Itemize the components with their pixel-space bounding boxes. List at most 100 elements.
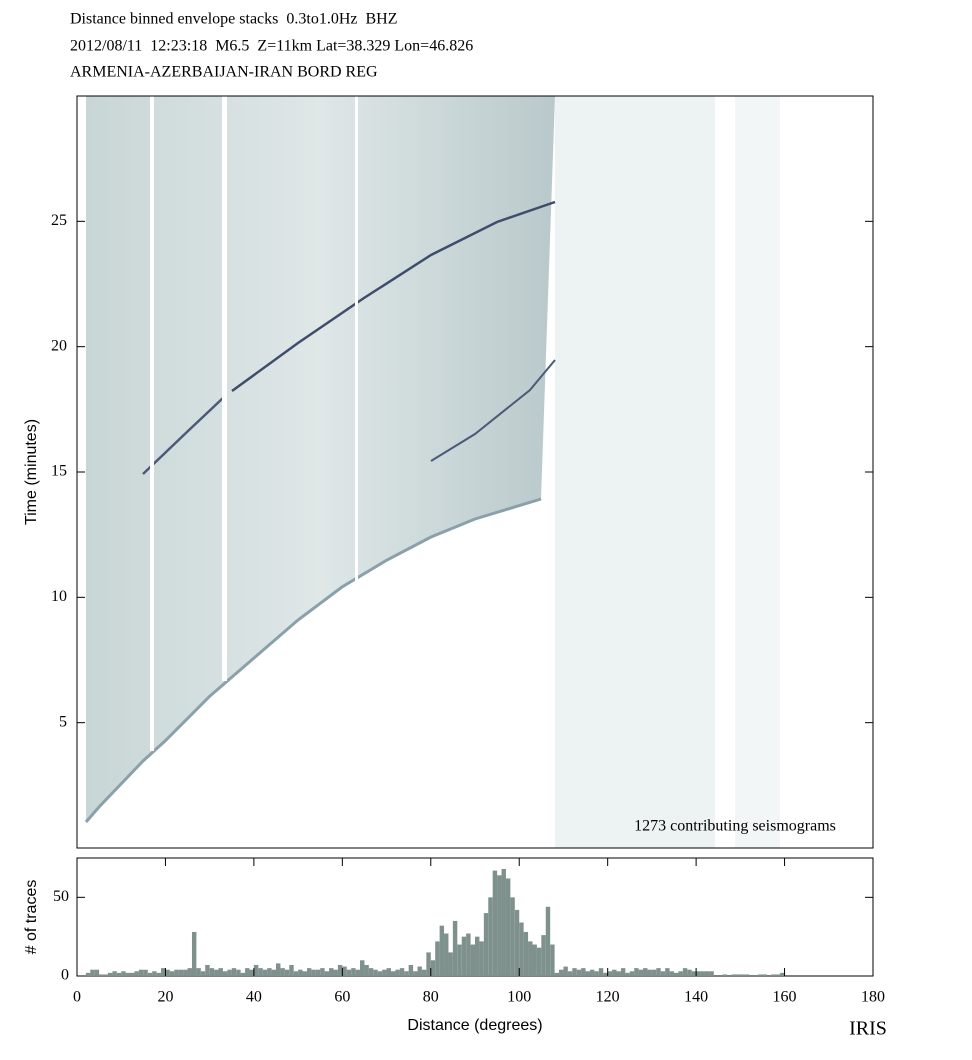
bar bbox=[351, 968, 356, 976]
bar bbox=[563, 966, 568, 976]
bar bbox=[532, 944, 537, 976]
bar bbox=[545, 906, 551, 976]
bar bbox=[138, 969, 144, 976]
bar bbox=[267, 968, 272, 976]
bar bbox=[625, 972, 630, 976]
bar bbox=[121, 971, 126, 976]
bar bbox=[452, 920, 458, 976]
bar bbox=[696, 971, 701, 976]
x-tick-label: 100 bbox=[507, 989, 531, 1006]
bar bbox=[656, 968, 661, 976]
bar bbox=[165, 969, 170, 976]
bar bbox=[271, 969, 276, 976]
bar bbox=[276, 963, 281, 976]
bar bbox=[306, 968, 312, 976]
bar bbox=[501, 869, 506, 976]
bar bbox=[762, 974, 767, 976]
bar bbox=[222, 971, 228, 976]
bar bbox=[103, 974, 108, 976]
bar bbox=[183, 969, 188, 976]
bar bbox=[329, 968, 334, 976]
bar bbox=[691, 971, 697, 976]
bar bbox=[408, 964, 414, 976]
bar bbox=[346, 969, 352, 976]
bar bbox=[342, 966, 347, 976]
bar bbox=[541, 935, 546, 976]
bar bbox=[337, 964, 343, 976]
bar bbox=[426, 952, 431, 976]
bar bbox=[448, 952, 453, 976]
bar bbox=[461, 936, 467, 976]
bar bbox=[218, 968, 223, 976]
bar bbox=[373, 969, 378, 976]
bar bbox=[488, 897, 493, 976]
bar bbox=[112, 971, 117, 976]
bar bbox=[740, 974, 745, 976]
bar bbox=[523, 931, 529, 976]
bar bbox=[421, 969, 427, 976]
bar bbox=[404, 971, 409, 976]
bar bbox=[209, 968, 215, 976]
bar bbox=[174, 969, 179, 976]
bar bbox=[298, 969, 303, 976]
bar bbox=[439, 925, 445, 976]
bar bbox=[364, 964, 369, 976]
bar bbox=[360, 960, 365, 976]
bar bbox=[169, 971, 175, 976]
bar bbox=[528, 941, 533, 976]
bar bbox=[682, 968, 688, 976]
bar bbox=[554, 972, 560, 976]
y-tick-label: 15 bbox=[51, 463, 67, 480]
bar bbox=[130, 972, 135, 976]
bar bbox=[245, 968, 250, 976]
bar bbox=[293, 971, 299, 976]
chart-subtitle: 2012/08/11 12:23:18 M6.5 Z=11km Lat=38.3… bbox=[70, 38, 473, 55]
bar bbox=[178, 969, 184, 976]
x-axis-label: Distance (degrees) bbox=[407, 1017, 542, 1034]
bar bbox=[191, 931, 197, 976]
bar bbox=[651, 969, 657, 976]
bar bbox=[665, 968, 670, 976]
bar bbox=[236, 969, 241, 976]
y-tick-label: 10 bbox=[51, 588, 67, 605]
bar bbox=[634, 968, 639, 976]
x-tick-label: 140 bbox=[684, 989, 708, 1006]
bar bbox=[399, 968, 405, 976]
bar bbox=[85, 972, 91, 976]
bar bbox=[550, 944, 555, 976]
bar bbox=[594, 971, 599, 976]
bar bbox=[669, 971, 674, 976]
bar bbox=[638, 969, 644, 976]
bar bbox=[262, 969, 268, 976]
bar bbox=[430, 960, 436, 976]
bar bbox=[116, 972, 122, 976]
bar bbox=[466, 933, 471, 976]
bar bbox=[660, 971, 666, 976]
bar bbox=[678, 971, 683, 976]
x-tick-label: 120 bbox=[596, 989, 620, 1006]
y-axis-label: # of traces bbox=[23, 880, 40, 955]
bar bbox=[444, 933, 449, 976]
x-tick-label: 0 bbox=[73, 989, 81, 1006]
bar bbox=[497, 875, 502, 976]
bar bbox=[196, 968, 201, 976]
bar bbox=[413, 971, 418, 976]
bar bbox=[735, 974, 741, 976]
bar bbox=[320, 968, 325, 976]
bar bbox=[567, 971, 573, 976]
bar bbox=[368, 968, 374, 976]
envelope-image bbox=[84, 96, 780, 848]
x-tick-label: 180 bbox=[861, 989, 885, 1006]
bar bbox=[214, 969, 219, 976]
bar bbox=[249, 969, 254, 976]
bar bbox=[289, 964, 294, 976]
bar bbox=[227, 969, 232, 976]
bar bbox=[302, 971, 307, 976]
x-tick-label: 80 bbox=[423, 989, 439, 1006]
bar bbox=[616, 971, 621, 976]
bar bbox=[258, 968, 263, 976]
bar bbox=[125, 972, 131, 976]
bar bbox=[284, 969, 290, 976]
bar bbox=[612, 969, 617, 976]
bar bbox=[479, 941, 484, 976]
